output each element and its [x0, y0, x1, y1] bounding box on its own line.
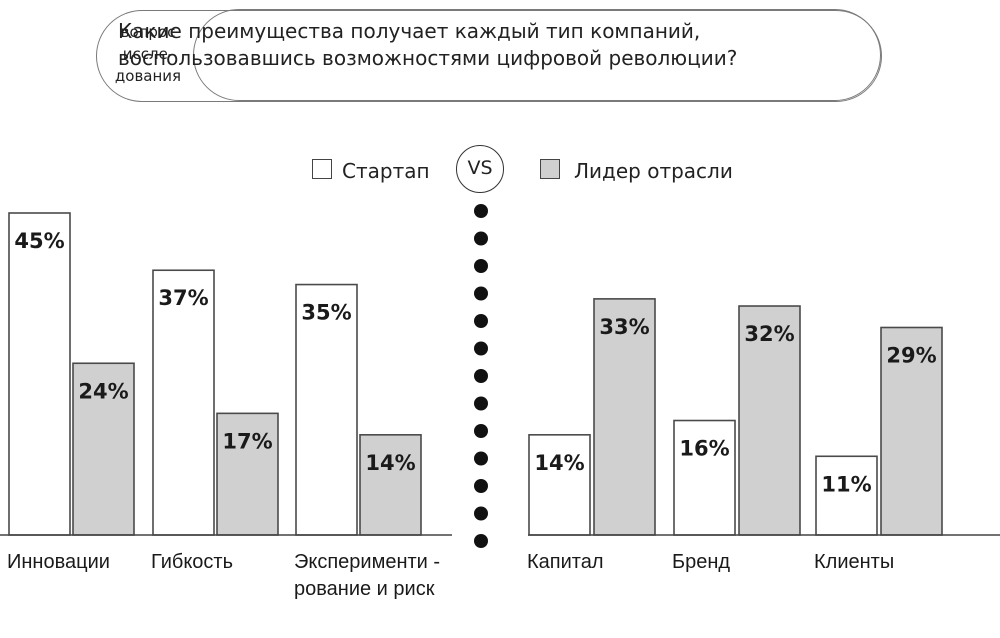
divider-dot	[474, 451, 488, 466]
research-question-text: Какие преимущества получает каждый тип к…	[118, 19, 738, 70]
bar-value-label: 37%	[158, 286, 208, 310]
bar-value-label: 35%	[301, 301, 351, 325]
question-label-line-3: дования	[114, 67, 182, 85]
question-label-line-2: иссле-	[122, 45, 174, 63]
question-label-line-1: вопрос	[120, 23, 176, 41]
bar-value-label: 17%	[222, 429, 272, 453]
bar-value-label: 45%	[14, 229, 64, 253]
research-question-bubble	[193, 9, 881, 102]
category-label: Бренд	[672, 551, 730, 573]
divider-dot	[474, 286, 488, 301]
divider-dot	[474, 314, 488, 328]
divider-dot	[474, 506, 488, 521]
bar-leader-4	[738, 305, 801, 536]
research-question-label: вопрос иссле- дования	[107, 21, 189, 87]
bar-value-label: 14%	[365, 451, 415, 475]
category-label: Инновации	[7, 551, 110, 573]
divider-dot	[474, 259, 488, 273]
divider-dot	[474, 424, 488, 438]
legend-label-leader: Лидер отрасли	[574, 159, 733, 183]
legend-swatch-startup	[312, 159, 332, 179]
divider-dot	[474, 396, 488, 411]
category-label: Клиенты	[814, 551, 894, 573]
category-label: Капитал	[527, 551, 604, 573]
legend-label-startup: Стартап	[342, 159, 430, 183]
divider-dot	[474, 534, 488, 548]
divider-dot	[474, 341, 488, 356]
divider-dot	[474, 479, 488, 493]
bar-leader-0	[72, 362, 135, 536]
bar-value-label: 14%	[534, 451, 584, 475]
bar-value-label: 16%	[679, 437, 729, 461]
bar-leader-1	[216, 412, 279, 536]
bar-value-label: 32%	[744, 322, 794, 346]
legend-swatch-leader	[540, 159, 560, 179]
bar-value-label: 11%	[821, 472, 871, 496]
bar-value-label: 24%	[78, 379, 128, 403]
bar-leader-5	[880, 326, 943, 536]
bar-leader-2	[359, 434, 422, 536]
category-label: Эксперименти -	[294, 551, 440, 573]
divider-dot	[474, 369, 488, 383]
bar-value-label: 33%	[599, 315, 649, 339]
bar-startup-0	[8, 212, 71, 536]
bar-value-label: 29%	[886, 343, 936, 367]
research-question-box: вопрос иссле- дования	[96, 9, 882, 102]
category-label: рование и риск	[294, 578, 435, 600]
bar-leader-3	[593, 298, 656, 536]
divider-dot	[474, 204, 488, 218]
bar-startup-1	[152, 269, 215, 536]
bar-startup-3	[528, 434, 591, 536]
divider-dot	[474, 231, 488, 246]
category-label: Гибкость	[151, 551, 233, 573]
bar-startup-5	[815, 455, 878, 536]
vs-badge: VS	[456, 145, 504, 193]
